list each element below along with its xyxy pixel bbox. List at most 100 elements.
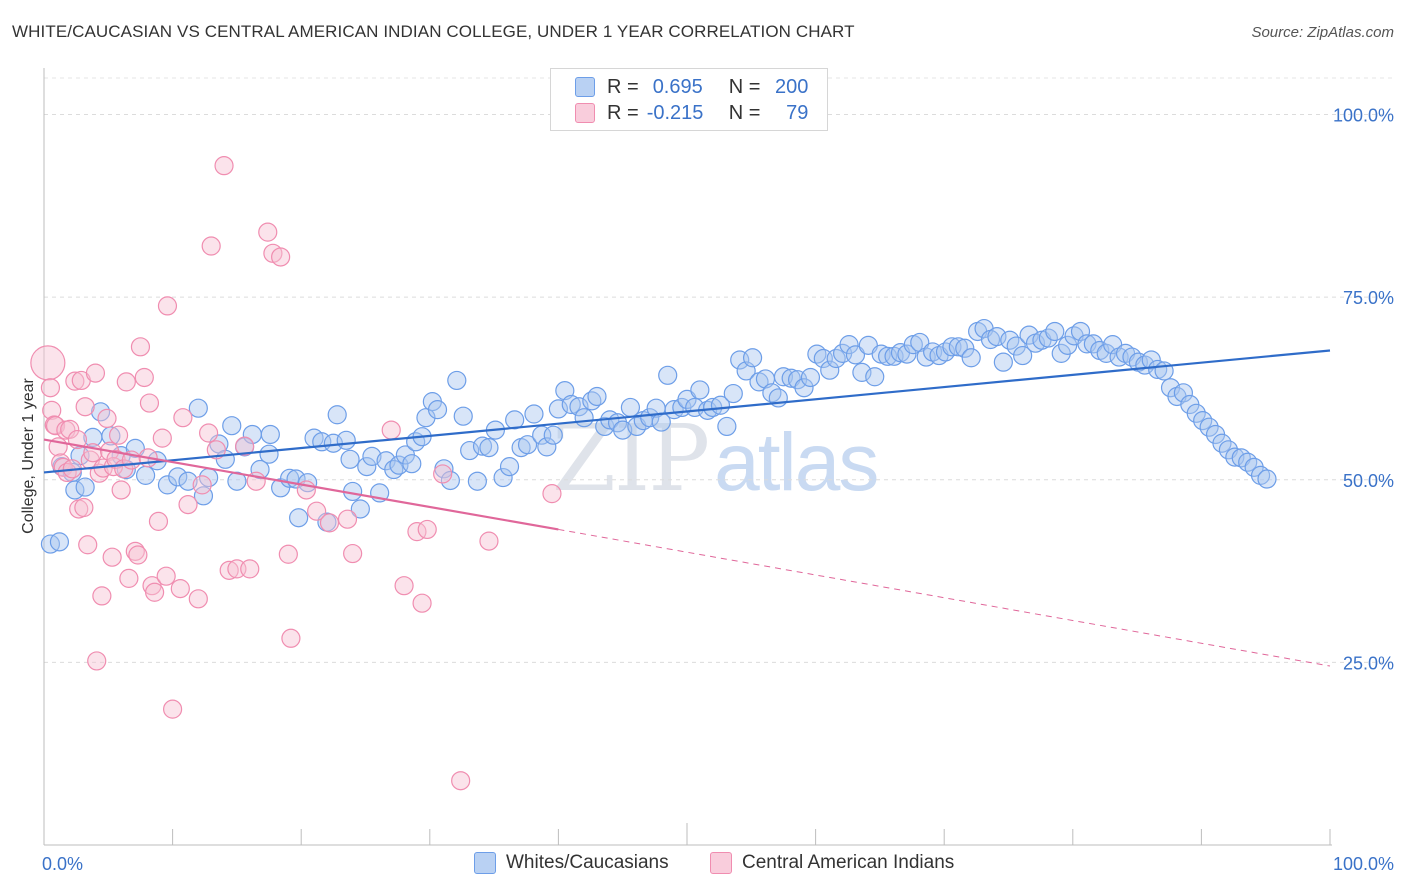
point-central-american xyxy=(74,497,94,518)
point-central-american xyxy=(30,345,66,381)
legend-n-value: 200 xyxy=(775,75,809,98)
point-whites xyxy=(1238,452,1258,472)
point-central-american xyxy=(57,462,77,483)
point-central-american xyxy=(337,509,358,529)
point-whites xyxy=(479,438,499,458)
point-central-american xyxy=(144,582,165,602)
point-central-american xyxy=(235,436,255,456)
point-whites xyxy=(537,437,557,457)
point-central-american xyxy=(451,771,471,791)
point-central-american xyxy=(319,513,340,533)
legend-r-label: R = xyxy=(607,101,639,124)
point-central-american xyxy=(102,547,122,567)
point-whites xyxy=(178,471,198,491)
point-whites xyxy=(350,499,370,519)
point-whites xyxy=(800,367,821,388)
point-central-american xyxy=(128,545,148,565)
point-whites xyxy=(839,335,859,355)
point-whites xyxy=(336,430,356,450)
point-whites xyxy=(613,420,633,440)
point-whites xyxy=(188,398,208,418)
correlation-legend: R = 0.695 N = 200 R = -0.215 N = 79 xyxy=(550,68,828,131)
data-points xyxy=(30,156,1277,791)
point-central-american xyxy=(192,475,212,495)
point-whites xyxy=(75,477,95,497)
legend-n-value: 79 xyxy=(786,101,809,124)
series-legend: Whites/Caucasians Central American India… xyxy=(0,852,1406,878)
y-tick-label: 50.0% xyxy=(1343,471,1394,491)
point-whites xyxy=(587,386,607,407)
trend-line-whites xyxy=(43,349,1331,474)
point-whites xyxy=(49,532,70,552)
legend-label-whites: Whites/Caucasians xyxy=(506,852,669,873)
point-whites xyxy=(135,465,156,485)
point-whites xyxy=(955,338,975,358)
point-whites xyxy=(781,368,801,388)
point-central-american xyxy=(40,378,61,398)
point-whites xyxy=(259,444,279,464)
legend-row-whites: R = 0.695 N = 200 xyxy=(575,74,808,100)
point-whites xyxy=(574,408,594,428)
point-central-american xyxy=(201,236,221,256)
legend-r-value: -0.215 xyxy=(646,101,704,124)
point-whites xyxy=(402,454,422,474)
legend-row-central-american: R = -0.215 N = 79 xyxy=(575,100,808,126)
point-whites xyxy=(723,383,743,404)
point-central-american xyxy=(87,651,107,671)
point-central-american xyxy=(412,593,432,613)
y-tick-label: 25.0% xyxy=(1343,653,1394,673)
point-central-american xyxy=(42,400,62,420)
point-central-american xyxy=(119,568,139,588)
point-whites xyxy=(935,342,956,362)
point-whites xyxy=(499,457,520,477)
point-whites xyxy=(1141,350,1161,370)
point-central-american xyxy=(542,484,562,504)
point-whites xyxy=(517,435,538,455)
point-whites xyxy=(1070,321,1091,342)
point-whites xyxy=(1006,336,1026,356)
trend-line-central-american-extrapolated xyxy=(558,528,1331,667)
point-central-american xyxy=(278,544,298,564)
point-central-american xyxy=(381,420,401,440)
point-whites xyxy=(460,440,480,461)
point-central-american xyxy=(163,699,183,719)
trend-line-central-american xyxy=(43,438,559,531)
point-whites xyxy=(961,348,981,368)
point-central-american xyxy=(125,541,145,561)
x-tick-label: 100.0% xyxy=(1333,854,1394,874)
point-whites xyxy=(640,408,660,428)
point-whites xyxy=(1257,469,1277,489)
point-central-american xyxy=(156,566,176,586)
point-central-american xyxy=(139,393,160,413)
point-central-american xyxy=(111,480,131,500)
point-whites xyxy=(820,360,840,380)
legend-n-label: N = xyxy=(728,75,761,98)
point-whites xyxy=(157,475,178,495)
y-axis-label-wrap: College, Under 1 year xyxy=(14,0,44,892)
point-central-american xyxy=(108,425,129,445)
point-central-american xyxy=(178,494,198,515)
point-central-american xyxy=(130,337,151,357)
point-whites xyxy=(357,457,377,477)
point-whites xyxy=(561,394,581,415)
point-whites xyxy=(717,416,737,437)
point-central-american xyxy=(78,535,98,555)
point-whites xyxy=(677,389,697,410)
point-central-american xyxy=(258,222,278,242)
point-whites xyxy=(543,425,563,445)
point-central-american xyxy=(394,576,414,596)
point-whites xyxy=(1148,359,1168,380)
point-whites xyxy=(447,370,467,391)
point-whites xyxy=(1199,417,1219,437)
point-whites xyxy=(472,436,493,456)
point-whites xyxy=(493,467,513,488)
point-whites xyxy=(845,345,866,365)
point-central-american xyxy=(157,296,178,316)
watermark: ZIPatlas xyxy=(552,405,879,512)
legend-swatch-pink xyxy=(575,103,595,123)
point-whites xyxy=(340,449,360,469)
source-label: Source: ZipAtlas.com xyxy=(1251,24,1394,41)
point-whites xyxy=(1135,355,1155,375)
point-whites xyxy=(1013,345,1033,366)
